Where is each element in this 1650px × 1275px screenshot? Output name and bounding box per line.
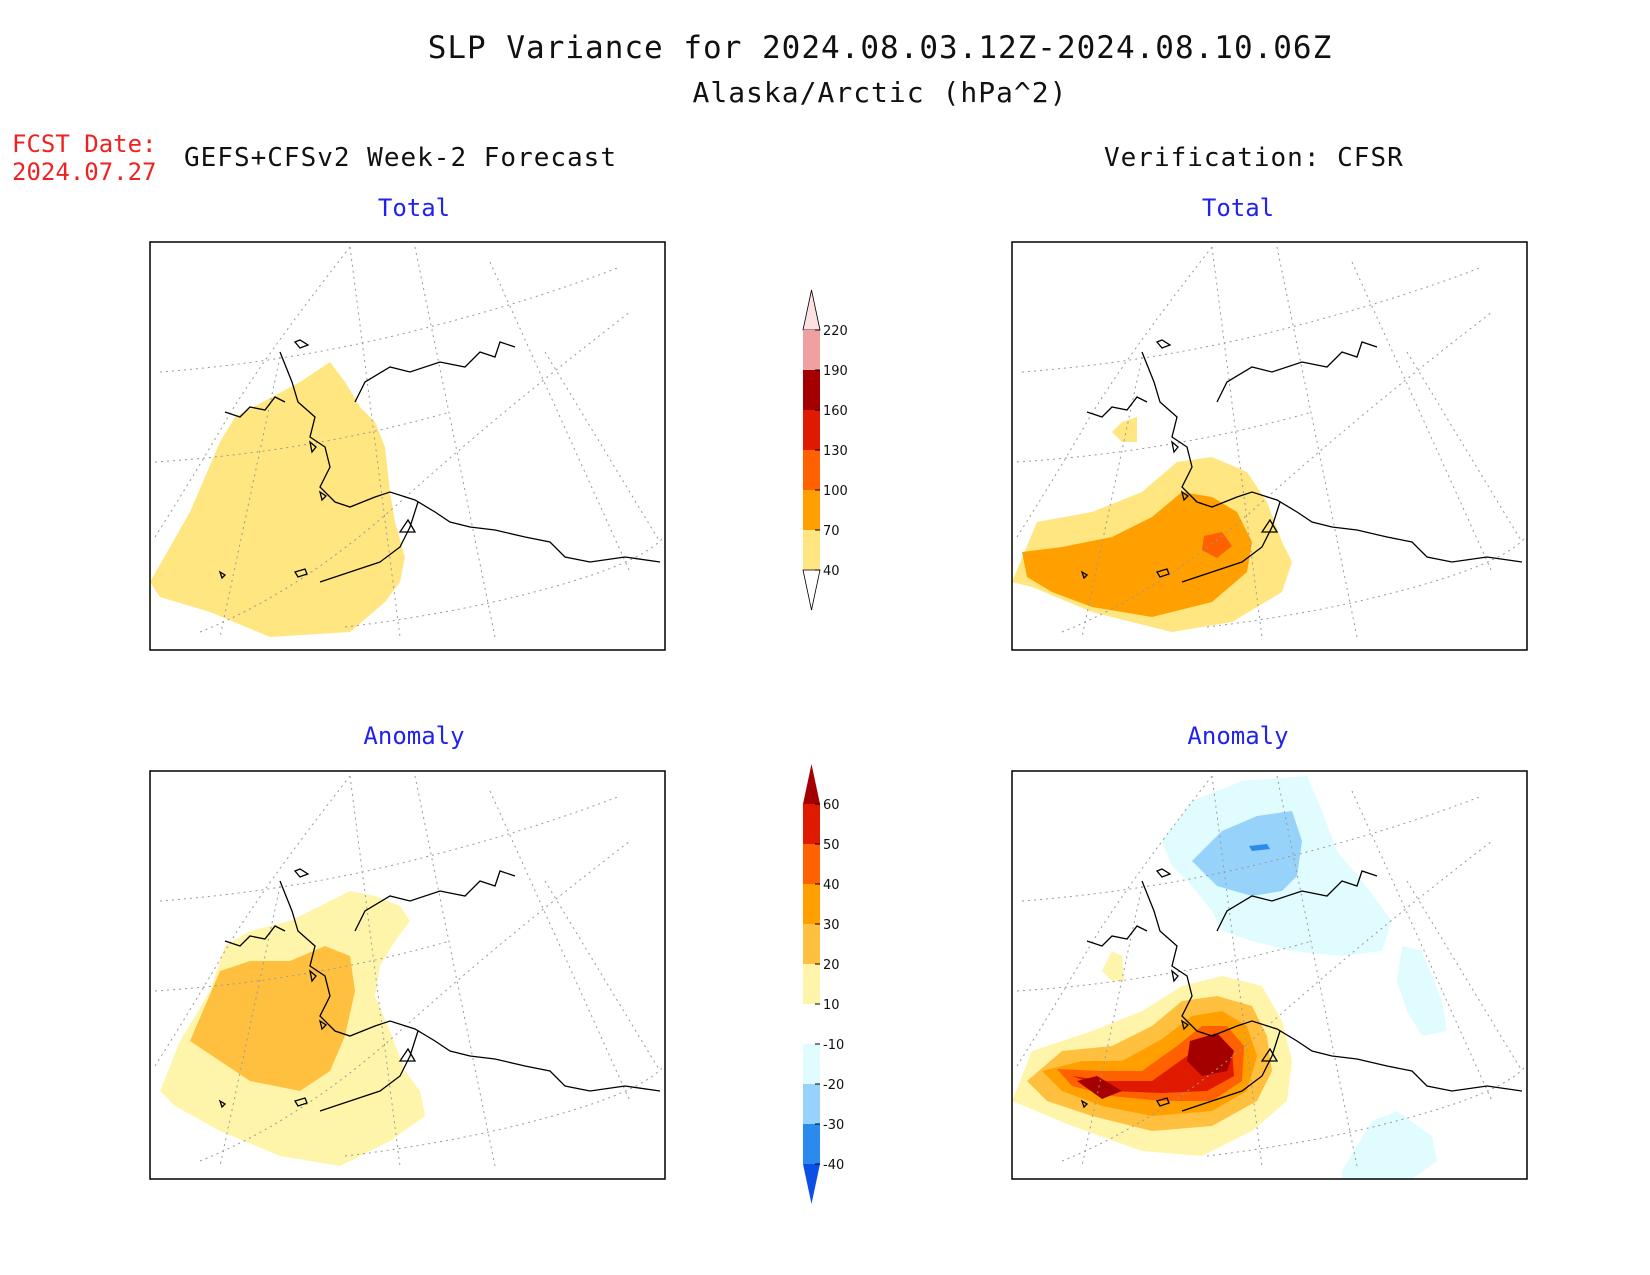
anomaly-colorbar-label: -30	[823, 1118, 844, 1133]
total-colorbar-bottom-arrow	[802, 569, 821, 611]
total-colorbar-label: 70	[823, 524, 840, 539]
anomaly-colorbar-segment	[803, 1124, 820, 1164]
total-colorbar-label: 100	[823, 484, 848, 499]
anomaly-colorbar-segment	[803, 964, 820, 1004]
anomaly-colorbar-segment	[803, 924, 820, 964]
anomaly-colorbar-segment	[803, 1084, 820, 1124]
total-colorbar-segment	[803, 530, 820, 570]
verification-total-frame	[1011, 241, 1528, 651]
anomaly-colorbar-label: -40	[823, 1158, 844, 1173]
forecast-column-header: GEFS+CFSv2 Week-2 Forecast	[184, 143, 617, 173]
anomaly-colorbar-label: -10	[823, 1038, 844, 1053]
anomaly-colorbar-label: 30	[823, 918, 840, 933]
anomaly-colorbar-label: 60	[823, 798, 840, 813]
total-colorbar-segment	[803, 330, 820, 370]
forecast-anomaly-title: Anomaly	[363, 722, 465, 750]
verification-anomaly-frame	[1011, 770, 1528, 1180]
verification-total-map	[1012, 246, 1527, 638]
fcst-date-value: 2024.07.27	[12, 158, 157, 186]
total-colorbar-label: 40	[823, 564, 840, 579]
verification-column-header: Verification: CFSR	[1104, 143, 1404, 173]
total-colorbar: 40 70 100 130 160 190 220	[802, 289, 848, 611]
total-colorbar-label: 160	[823, 404, 848, 419]
anomaly-colorbar-segment	[803, 844, 820, 884]
anomaly-colorbar: -40 -30 -20 -10 10 20 30 40 50 60	[803, 764, 844, 1204]
forecast-total-map	[150, 246, 665, 638]
anomaly-colorbar-segment	[803, 804, 820, 844]
fcst-date-label: FCST Date:	[12, 130, 157, 158]
total-colorbar-segment	[803, 450, 820, 490]
total-colorbar-label: 190	[823, 364, 848, 379]
verification-total-title: Total	[1201, 194, 1275, 222]
forecast-total-title: Total	[377, 194, 451, 222]
anomaly-colorbar-segment	[803, 1004, 820, 1044]
anomaly-colorbar-segment	[803, 884, 820, 924]
forecast-anomaly-frame	[149, 770, 666, 1180]
total-colorbar-segment	[803, 490, 820, 530]
total-colorbar-label: 130	[823, 444, 848, 459]
anomaly-colorbar-label: 50	[823, 838, 840, 853]
anomaly-colorbar-label: 10	[823, 998, 840, 1013]
forecast-anomaly-map	[154, 775, 665, 1167]
total-colorbar-label: 220	[823, 324, 848, 339]
anomaly-colorbar-label: 20	[823, 958, 840, 973]
chart-subtitle: Alaska/Arctic (hPa^2)	[692, 76, 1068, 109]
forecast-total-frame	[149, 241, 666, 651]
anomaly-colorbar-segment	[803, 1044, 820, 1084]
chart-title: SLP Variance for 2024.08.03.12Z-2024.08.…	[427, 30, 1333, 66]
verification-anomaly-map	[1012, 775, 1527, 1179]
anomaly-colorbar-top-arrow	[803, 764, 820, 804]
total-colorbar-segment	[803, 370, 820, 410]
anomaly-colorbar-bottom-arrow	[803, 1164, 820, 1204]
anomaly-colorbar-label: -20	[823, 1078, 844, 1093]
verification-anomaly-title: Anomaly	[1187, 722, 1289, 750]
total-colorbar-segment	[803, 410, 820, 450]
total-colorbar-top-arrow	[802, 289, 821, 331]
anomaly-colorbar-label: 40	[823, 878, 840, 893]
